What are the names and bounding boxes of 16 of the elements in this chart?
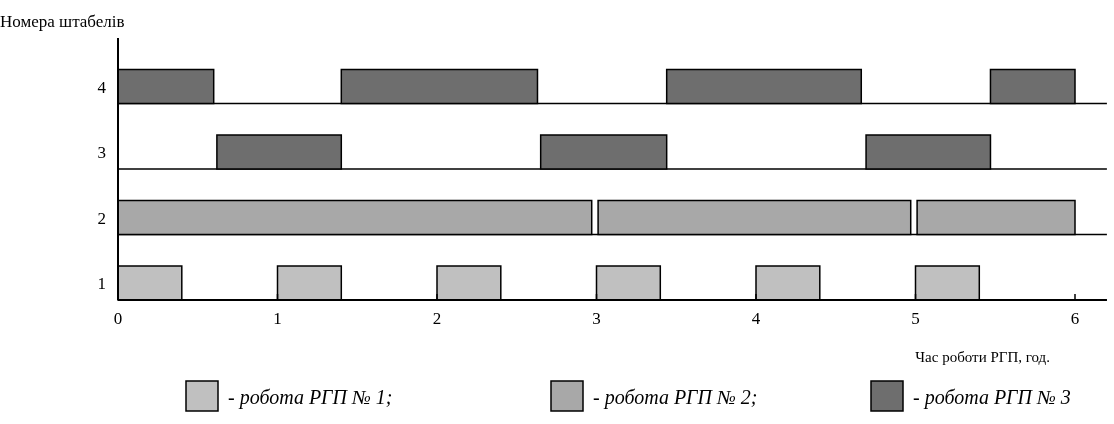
y-tick-label: 4 <box>97 77 107 97</box>
x-tick-label: 3 <box>592 309 601 328</box>
y-tick-label: 1 <box>97 274 106 293</box>
y-axis-title: Номера штабелів <box>0 12 125 31</box>
legend-label: - робота РГП № 3 <box>913 386 1071 409</box>
y-tick-label: 3 <box>97 143 106 162</box>
x-tick-label: 2 <box>432 309 442 328</box>
x-tick-label: 0 <box>113 309 123 328</box>
legend-label: - робота РГП № 1; <box>228 386 393 409</box>
x-tick-label: 6 <box>1070 309 1080 328</box>
legend-label: - робота РГП № 2; <box>593 386 758 409</box>
x-tick-label: 5 <box>911 309 920 328</box>
x-tick-label: 1 <box>273 309 282 328</box>
y-tick-label: 2 <box>97 208 106 228</box>
x-axis-title: Час роботи РГП, год. <box>915 349 1050 365</box>
x-tick-label: 4 <box>751 309 761 328</box>
